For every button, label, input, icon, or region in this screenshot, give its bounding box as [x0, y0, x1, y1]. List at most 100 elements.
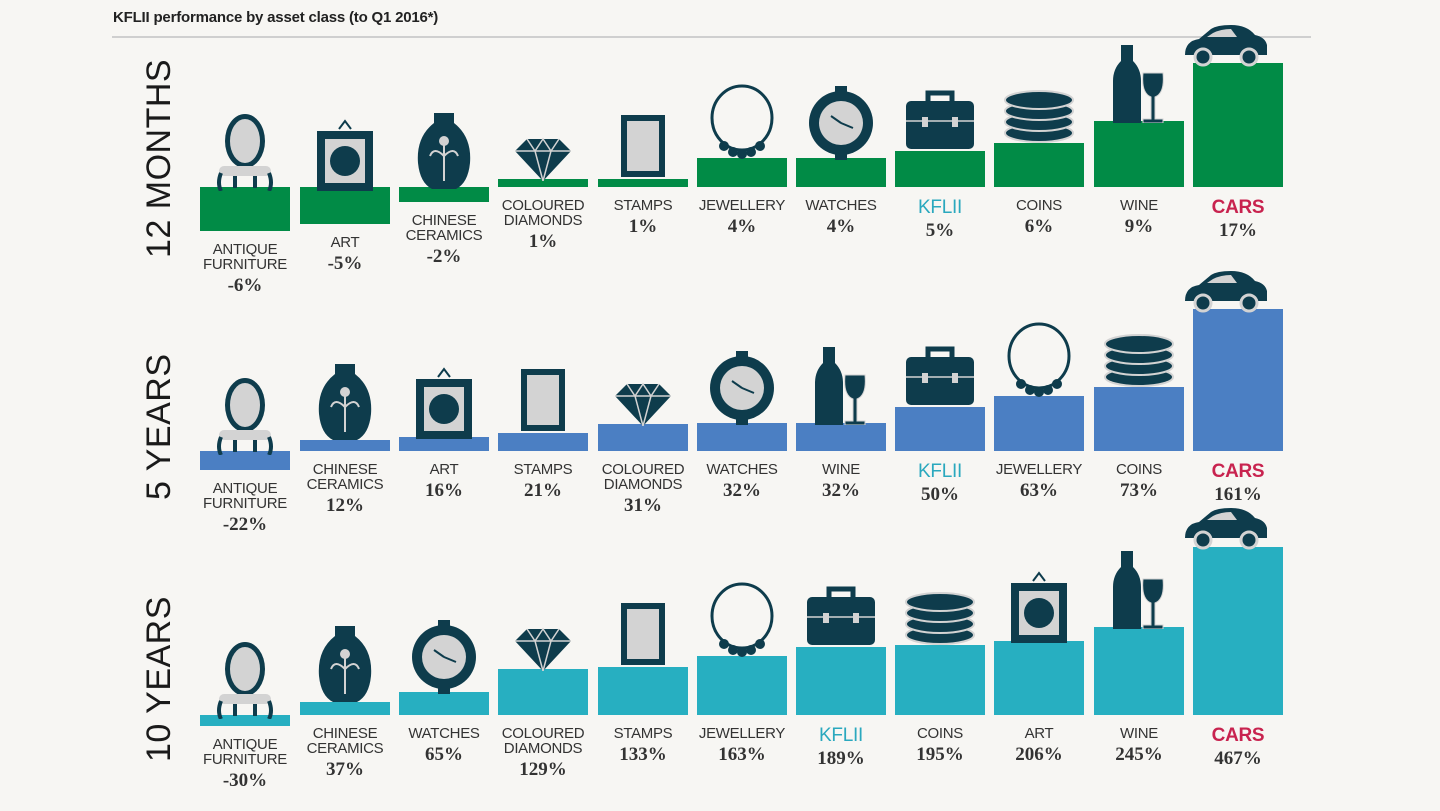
- coins-icon: [999, 65, 1079, 150]
- bar: [1094, 121, 1184, 187]
- panel-label-2: 10 YEARS: [140, 596, 178, 762]
- value-label: 17%: [1219, 220, 1257, 241]
- value-label: 206%: [1015, 744, 1063, 765]
- value-label: -22%: [222, 514, 268, 536]
- category-label: CARS: [1211, 725, 1265, 746]
- bar: [200, 715, 290, 726]
- wine-icon: [1099, 43, 1179, 128]
- bar-label: JEWELLERY 163%: [692, 726, 792, 766]
- art-frame-icon: [404, 359, 484, 444]
- category-label: STAMPS: [613, 197, 673, 214]
- diamond-icon: [503, 591, 583, 676]
- category-label: WATCHES: [706, 461, 778, 478]
- bar-label: ANTIQUE FURNITURE -22%: [195, 481, 295, 536]
- value-label: 467%: [1214, 748, 1262, 769]
- vase-icon: [305, 362, 385, 447]
- bar: [796, 422, 886, 451]
- value-label: 63%: [1020, 480, 1058, 501]
- briefcase-icon: [801, 569, 881, 654]
- category-label: CHINESE CERAMICS: [405, 211, 483, 244]
- watch-icon: [702, 345, 782, 430]
- category-label: ANTIQUE FURNITURE: [203, 480, 287, 513]
- category-label: ART: [429, 461, 459, 478]
- chair-icon: [205, 111, 285, 196]
- bar: [895, 644, 985, 715]
- category-label: COLOURED DIAMONDS: [501, 725, 585, 757]
- value-label: 195%: [916, 744, 964, 765]
- value-label: 32%: [723, 480, 761, 501]
- category-label: WINE: [1120, 725, 1158, 742]
- bar-label: CARS 17%: [1188, 198, 1288, 242]
- panel-label-1: 5 YEARS: [140, 353, 178, 500]
- value-label: 161%: [1214, 484, 1262, 505]
- bar-label: CARS 161%: [1188, 462, 1288, 506]
- bar-label: COINS 195%: [890, 726, 990, 766]
- category-label: WINE: [1120, 197, 1158, 214]
- wine-icon: [801, 345, 881, 430]
- bar: [300, 701, 390, 715]
- bar-label: WATCHES 4%: [791, 198, 891, 238]
- value-label: 4%: [727, 216, 757, 237]
- value-label: 5%: [925, 220, 955, 241]
- value-label: 4%: [826, 216, 856, 237]
- value-label: 129%: [519, 759, 567, 780]
- bar: [1193, 62, 1283, 187]
- category-label: COINS: [916, 725, 963, 742]
- value-label: 32%: [822, 480, 860, 501]
- bar-label: COLOURED DIAMONDS 129%: [493, 726, 593, 781]
- vase-icon: [404, 111, 484, 196]
- bar-label: WINE 9%: [1089, 198, 1189, 238]
- car-icon: [1183, 241, 1293, 356]
- value-label: 37%: [326, 759, 364, 780]
- bar: [598, 423, 688, 451]
- category-label: STAMPS: [613, 725, 673, 742]
- bar: [200, 451, 290, 471]
- bar-label: KFLII 189%: [791, 726, 891, 770]
- briefcase-icon: [900, 73, 980, 158]
- category-label: WATCHES: [805, 197, 877, 214]
- category-label: ANTIQUE FURNITURE: [203, 735, 287, 768]
- bar-label: ANTIQUE FURNITURE -30%: [195, 737, 295, 792]
- diamond-icon: [603, 346, 683, 431]
- bar-label: STAMPS 1%: [593, 198, 693, 238]
- value-label: 6%: [1024, 216, 1054, 237]
- stamp-icon: [603, 589, 683, 674]
- bar: [994, 395, 1084, 451]
- category-label: JEWELLERY: [698, 725, 786, 742]
- bar-label: COINS 6%: [989, 198, 1089, 238]
- bar-label: WINE 32%: [791, 462, 891, 502]
- car-icon: [1183, 478, 1293, 593]
- bar: [697, 422, 787, 451]
- watch-icon: [801, 80, 881, 165]
- value-label: -6%: [227, 274, 263, 296]
- category-label: COLOURED DIAMONDS: [601, 461, 685, 493]
- category-label: STAMPS: [513, 461, 573, 478]
- value-label: 189%: [817, 748, 865, 769]
- car-icon: [1183, 0, 1293, 110]
- bar: [1094, 626, 1184, 715]
- value-label: -30%: [222, 769, 268, 791]
- briefcase-icon: [900, 329, 980, 414]
- category-label: KFLII: [918, 461, 962, 482]
- art-frame-icon: [999, 563, 1079, 648]
- art-frame-icon: [305, 111, 385, 196]
- bar: [598, 179, 688, 187]
- coins-icon: [1099, 309, 1179, 394]
- category-label: CARS: [1211, 197, 1265, 218]
- bar: [697, 656, 787, 715]
- value-label: 16%: [425, 480, 463, 501]
- category-label: COLOURED DIAMONDS: [501, 197, 585, 229]
- chair-icon: [205, 639, 285, 724]
- category-label: COINS: [1115, 461, 1162, 478]
- bar: [498, 179, 588, 187]
- value-label: 1%: [528, 231, 558, 252]
- category-label: CARS: [1211, 461, 1265, 482]
- value-label: 245%: [1115, 744, 1163, 765]
- category-label: WATCHES: [408, 725, 480, 742]
- bar: [796, 646, 886, 715]
- bar: [796, 157, 886, 187]
- value-label: 133%: [619, 744, 667, 765]
- value-label: 1%: [628, 216, 658, 237]
- value-label: -2%: [426, 245, 462, 267]
- value-label: -5%: [327, 252, 363, 274]
